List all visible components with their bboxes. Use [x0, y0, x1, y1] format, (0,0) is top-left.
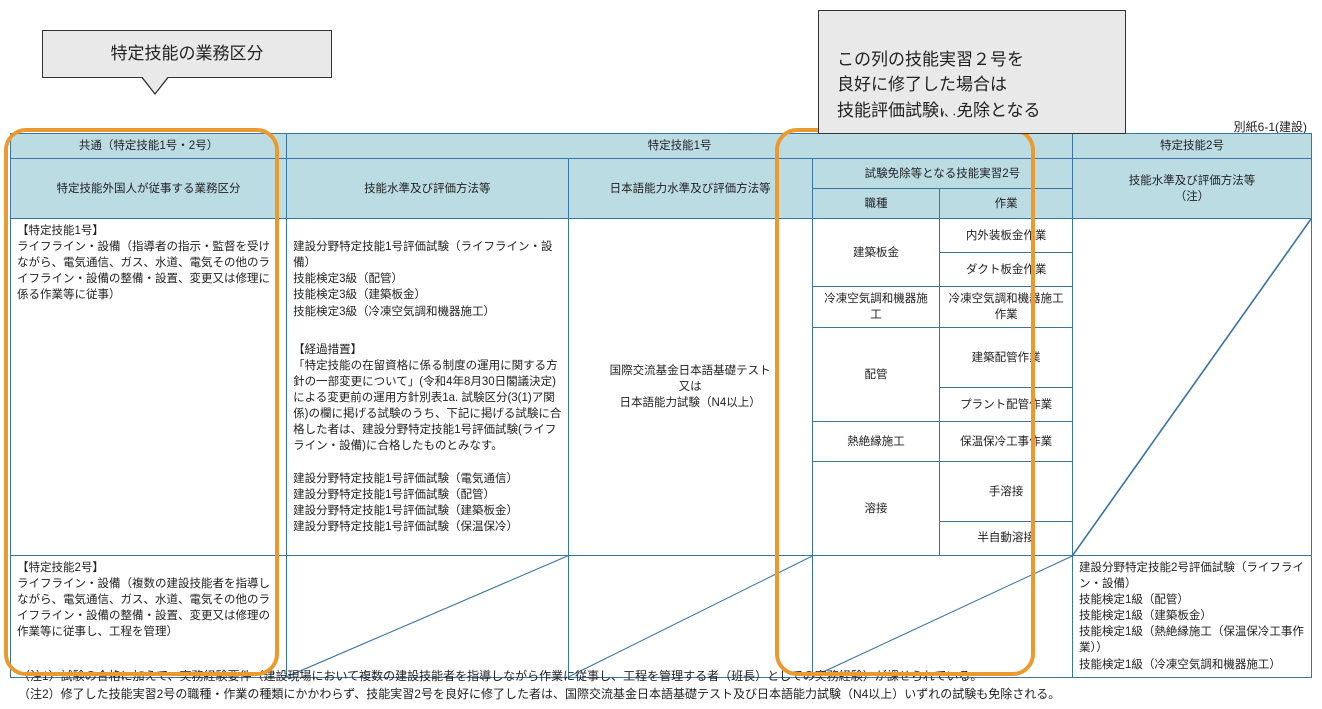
work-2-0: 建築配管作業: [940, 328, 1073, 388]
main-table-wrap: 共通（特定技能1号・2号） 特定技能1号 特定技能2号 特定技能外国人が従事する…: [10, 133, 1312, 678]
th-japanese: 日本語能力水準及び評価方法等: [568, 159, 812, 219]
r2-col45-diag: [812, 555, 1072, 677]
footnote-1: （注1）試験の合格に加えて、実務経験要件（建設現場において複数の建設技能者を指導…: [18, 667, 1060, 685]
work-2-1: プラント配管作業: [940, 388, 1073, 422]
th-sst2: 特定技能2号: [1073, 134, 1312, 159]
work-4-0: 手溶接: [940, 462, 1073, 522]
work-0-0: 内外装板金作業: [940, 219, 1073, 253]
th-common-sub: 特定技能外国人が従事する業務区分: [11, 159, 287, 219]
footnotes: （注1）試験の合格に加えて、実務経験要件（建設現場において複数の建設技能者を指導…: [18, 667, 1060, 703]
r1-col2a: 建設分野特定技能1号評価試験（ライフライン・設備） 技能検定3級（配管） 技能検…: [293, 239, 561, 319]
r2-col2-diag: [287, 555, 568, 677]
job-2: 配管: [812, 328, 939, 422]
th-common: 共通（特定技能1号・2号）: [11, 134, 287, 159]
r2-col6: 建設分野特定技能2号評価試験（ライフライン・設備） 技能検定1級（配管） 技能検…: [1073, 555, 1312, 677]
callout-left: 特定技能の業務区分: [42, 30, 332, 78]
r1-col2: 建設分野特定技能1号評価試験（ライフライン・設備） 技能検定3級（配管） 技能検…: [287, 219, 568, 556]
work-3-0: 保温保冷工事作業: [940, 422, 1073, 462]
r1-col6-diag: [1073, 219, 1312, 556]
th-exempt-work: 作業: [940, 189, 1073, 219]
r2-col3-diag: [568, 555, 812, 677]
callout-left-text: 特定技能の業務区分: [111, 44, 264, 63]
work-4-1: 半自動溶接: [940, 521, 1073, 555]
callout-right: この列の技能実習２号を 良好に修了した場合は 技能評価試験は免除となる: [818, 10, 1126, 134]
job-3: 熱絶縁施工: [812, 422, 939, 462]
th-sst2-eval: 技能水準及び評価方法等 （注）: [1073, 159, 1312, 219]
r1-col3: 国際交流基金日本語基礎テスト 又は 日本語能力試験（N4以上）: [568, 219, 812, 556]
work-0-1: ダクト板金作業: [940, 253, 1073, 287]
r2-col1: 【特定技能2号】 ライフライン・設備（複数の建設技能者を指導しながら、電気通信、…: [11, 555, 287, 677]
job-1: 冷凍空気調和機器施工: [812, 287, 939, 328]
th-skill-eval: 技能水準及び評価方法等: [287, 159, 568, 219]
job-4: 溶接: [812, 462, 939, 556]
r1-col2b: 【経過措置】 「特定技能の在留資格に係る制度の運用に関する方針の一部変更について…: [293, 342, 561, 535]
th-exempt-job: 職種: [812, 189, 939, 219]
th-exempt: 試験免除等となる技能実習2号: [812, 159, 1072, 189]
job-0: 建築板金: [812, 219, 939, 287]
work-1-0: 冷凍空気調和機器施工作業: [940, 287, 1073, 328]
main-table: 共通（特定技能1号・2号） 特定技能1号 特定技能2号 特定技能外国人が従事する…: [10, 133, 1312, 678]
r1-col1: 【特定技能1号】 ライフライン・設備（指導者の指示・監督を受けながら、電気通信、…: [11, 219, 287, 556]
th-sst1: 特定技能1号: [287, 134, 1073, 159]
footnote-2: （注2）修了した技能実習2号の職種・作業の種類にかかわらず、技能実習2号を良好に…: [18, 685, 1060, 703]
